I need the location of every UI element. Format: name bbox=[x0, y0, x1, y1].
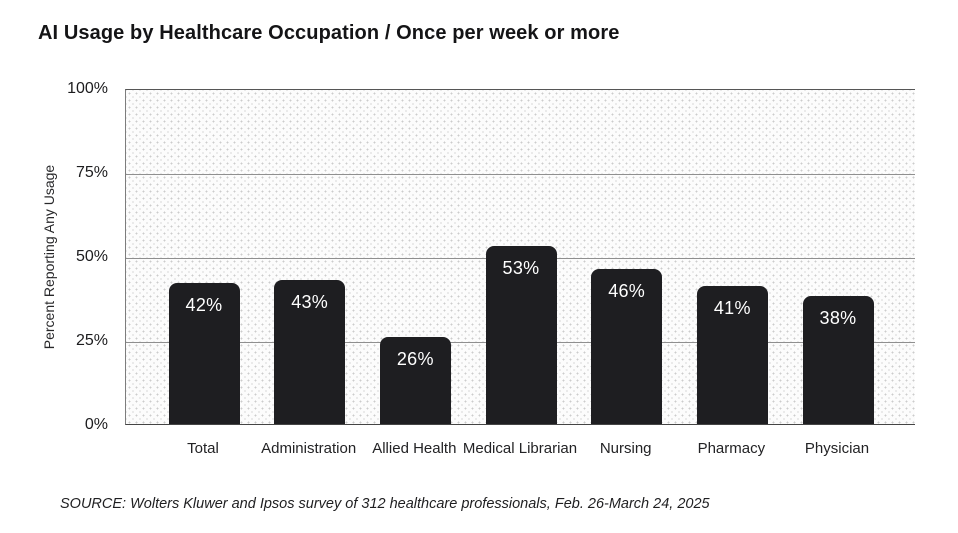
bar-total: 42% bbox=[168, 282, 240, 424]
x-label-total: Total bbox=[187, 440, 219, 457]
bar-value-label: 43% bbox=[291, 291, 329, 312]
plot-area: 42% 43% 26% 53% 46% 41% 38% bbox=[125, 89, 915, 425]
bar-pharmacy: 41% bbox=[696, 286, 768, 424]
bar-value-label: 38% bbox=[819, 308, 857, 329]
x-label-administration: Administration bbox=[261, 440, 357, 457]
bar-value-label: 46% bbox=[608, 281, 646, 302]
y-tick-75: 75% bbox=[75, 164, 108, 181]
bar-physician: 38% bbox=[802, 296, 874, 424]
gridline-75 bbox=[126, 174, 915, 175]
x-label-physician: Physician bbox=[804, 440, 870, 457]
x-label-medical-librarian: Medical Librarian bbox=[462, 440, 578, 457]
bar-nursing: 46% bbox=[591, 269, 663, 424]
bar-value-label: 53% bbox=[502, 257, 540, 278]
bar-medical-librarian: 53% bbox=[485, 245, 557, 424]
x-label-nursing: Nursing bbox=[599, 440, 652, 457]
x-label-allied-health: Allied Health bbox=[372, 440, 457, 457]
bar-allied-health: 26% bbox=[379, 336, 451, 424]
x-label-pharmacy: Pharmacy bbox=[697, 440, 766, 457]
bar-value-label: 41% bbox=[713, 298, 751, 319]
y-tick-25: 25% bbox=[75, 332, 108, 349]
y-tick-50: 50% bbox=[75, 248, 108, 265]
y-tick-100: 100% bbox=[67, 80, 108, 97]
source-note: SOURCE: Wolters Kluwer and Ipsos survey … bbox=[60, 496, 710, 512]
bar-value-label: 42% bbox=[185, 294, 223, 315]
chart-title: AI Usage by Healthcare Occupation / Once… bbox=[38, 22, 620, 44]
bar-administration: 43% bbox=[274, 279, 346, 424]
y-tick-0: 0% bbox=[84, 416, 108, 433]
bar-value-label: 26% bbox=[396, 348, 434, 369]
